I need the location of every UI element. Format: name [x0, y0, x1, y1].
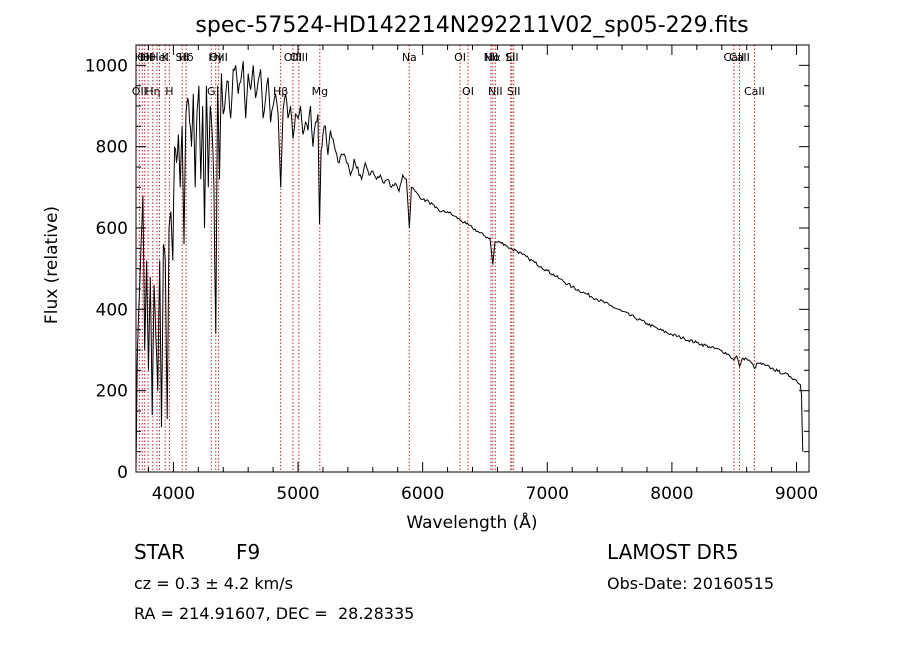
spectral-line-label: Mg: [312, 85, 328, 98]
spectral-line-label: CaII: [729, 51, 750, 64]
spectral-line-label: HeI: [150, 51, 168, 64]
spectral-line-label: OIII: [209, 51, 227, 64]
spectral-line-label: Na: [402, 51, 417, 64]
spectral-line-label: G: [207, 85, 216, 98]
spectral-line-label: CaII: [724, 51, 745, 64]
spectral-line-label: Hθ: [141, 51, 156, 64]
y-tick-label: 200: [96, 382, 128, 402]
spectral-line-label: OIII: [284, 51, 302, 64]
spectral-line-label: OI: [462, 85, 474, 98]
line-labels: OIIHθOIIHθHηHeIKHSIIHδGHγOIIIHβOIIIOIIIM…: [132, 51, 765, 98]
chart-title: spec-57524-HD142214N292211V02_sp05-229.f…: [195, 13, 748, 38]
object-type: STAR: [134, 540, 185, 564]
object-subclass: F9: [236, 540, 261, 564]
redshift-readout: cz = 0.3 ± 4.2 km/s: [134, 574, 293, 593]
spectral-line-label: Hβ: [273, 85, 288, 98]
x-tick-label: 5000: [276, 484, 319, 504]
coordinates-readout: RA = 214.91607, DEC = 28.28335: [134, 604, 415, 623]
x-tick-label: 8000: [650, 484, 693, 504]
observation-date: Obs-Date: 20160515: [607, 574, 775, 593]
spectral-line-label: SII: [507, 85, 520, 98]
plot-frame: [135, 44, 810, 473]
spectral-line-label: Hδ: [179, 51, 194, 64]
spectral-line-label: SII: [175, 51, 188, 64]
y-tick-label: 400: [96, 300, 128, 320]
spectral-line-label: Hα: [485, 51, 501, 64]
spectral-line-label: OI: [454, 51, 466, 64]
y-axis-ticks: 0 200 400 600 800 1000: [85, 56, 809, 483]
spectral-line-label: Hγ: [208, 51, 223, 64]
y-axis-label: Flux (relative): [42, 206, 62, 324]
x-tick-label: 6000: [401, 484, 444, 504]
spectrum-line: [135, 61, 804, 468]
spectral-line-label: CaII: [744, 85, 765, 98]
y-tick-label: 1000: [85, 56, 128, 76]
x-tick-label: 9000: [775, 484, 818, 504]
y-tick-label: 0: [117, 463, 128, 483]
spectral-line-label: H: [165, 85, 173, 98]
y-tick-label: 600: [96, 219, 128, 239]
spectral-line-label: K: [162, 51, 170, 64]
spectral-line-label: NII: [484, 51, 499, 64]
spectral-line-label: OIII: [290, 51, 308, 64]
spectral-line-label: Hθ: [135, 51, 150, 64]
spectral-line-label: SII: [505, 51, 518, 64]
spectral-line-label: OII: [137, 51, 152, 64]
x-axis-ticks: 4000 5000 6000 7000 8000 9000: [147, 45, 818, 504]
survey-name: LAMOST DR5: [607, 540, 739, 564]
x-axis-label: Wavelength (Å): [406, 511, 537, 533]
spectral-line-label: Hη: [145, 85, 160, 98]
spectral-line-label: NII: [488, 85, 503, 98]
y-tick-label: 800: [96, 138, 128, 158]
x-tick-label: 7000: [526, 484, 569, 504]
spectral-line-label: Li: [506, 51, 515, 64]
x-tick-label: 4000: [152, 484, 195, 504]
